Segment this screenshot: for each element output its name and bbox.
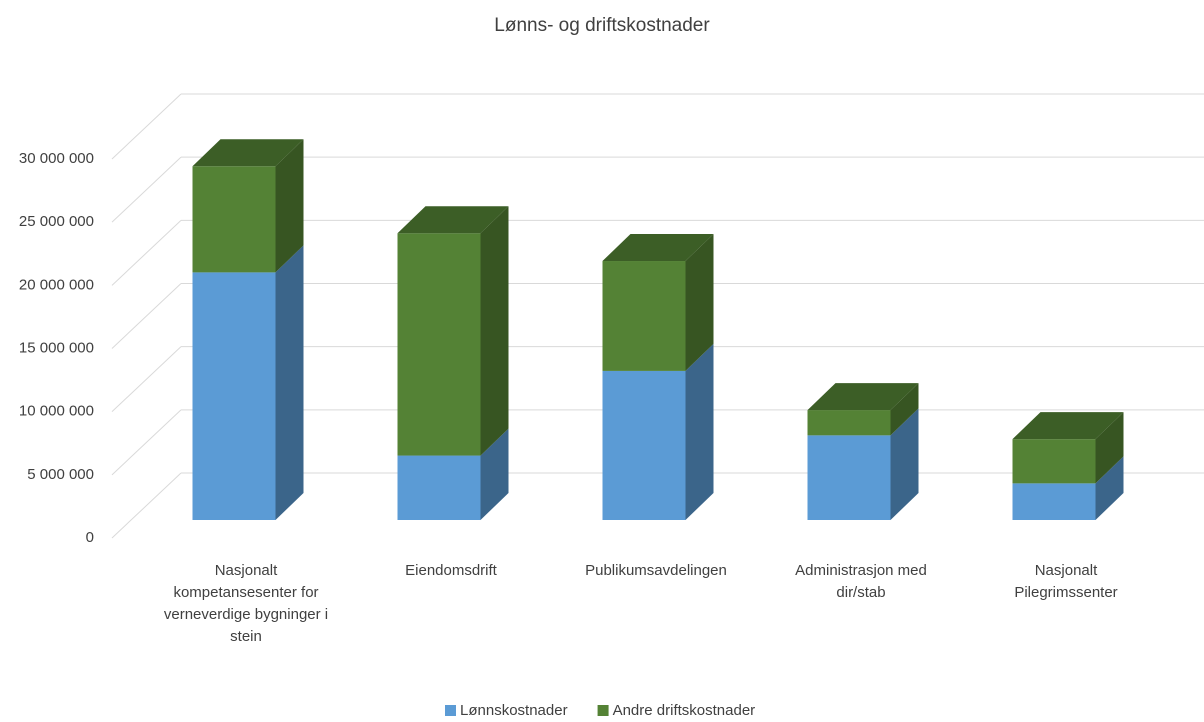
x-tick-label: Eiendomsdrift [405, 562, 497, 579]
legend-swatch [445, 705, 456, 716]
bar-side [275, 139, 304, 273]
bar-side [890, 408, 919, 520]
bar-side [685, 234, 714, 371]
bar-top [807, 383, 919, 411]
bar [602, 370, 686, 520]
bar [602, 261, 686, 371]
bar [1012, 439, 1096, 484]
bar-side [480, 428, 509, 520]
grid-line [111, 93, 182, 160]
legend-label: Lønnskostnader [460, 702, 568, 719]
x-tick-label: Nasjonalt kompetansesenter for verneverd… [163, 562, 329, 645]
bar [807, 435, 891, 520]
grid-line [111, 156, 182, 223]
bar [192, 166, 276, 273]
chart-title: Lønns- og driftskostnader [494, 15, 710, 36]
bar-top [192, 139, 304, 167]
grid-line [111, 472, 182, 539]
bar-top [602, 234, 714, 262]
bar-side [890, 383, 919, 436]
y-tick-label: 15 000 000 [19, 339, 94, 356]
y-tick-label: 20 000 000 [19, 276, 94, 293]
bar [807, 410, 891, 436]
y-tick-label: 10 000 000 [19, 403, 94, 420]
y-tick-label: 25 000 000 [19, 213, 94, 230]
grid-line [111, 219, 182, 286]
y-tick-label: 30 000 000 [19, 150, 94, 167]
bar-top [1012, 412, 1124, 440]
x-tick-label: Nasjonalt Pilegrimssenter [1014, 562, 1118, 601]
bar-side [275, 245, 304, 521]
grid-line [111, 283, 182, 349]
grid-line [111, 346, 182, 413]
x-tick-label: Publikumsavdelingen [585, 562, 727, 579]
bar-side [1095, 456, 1124, 520]
legend-swatch [597, 705, 609, 716]
bar-side [1095, 412, 1124, 484]
legend-label: Andre driftskostnader [613, 702, 756, 719]
bar-side [480, 206, 509, 456]
bar-side [685, 343, 714, 520]
bar [1012, 483, 1096, 520]
grid-line [111, 409, 182, 476]
bar [192, 272, 276, 520]
bar-top [397, 206, 509, 234]
bar [397, 455, 481, 520]
y-tick-label: 5 000 000 [27, 466, 94, 483]
y-tick-label: 0 [86, 529, 94, 546]
bar [397, 233, 481, 456]
x-tick-label: Administrasjon med dir/stab [795, 562, 927, 601]
